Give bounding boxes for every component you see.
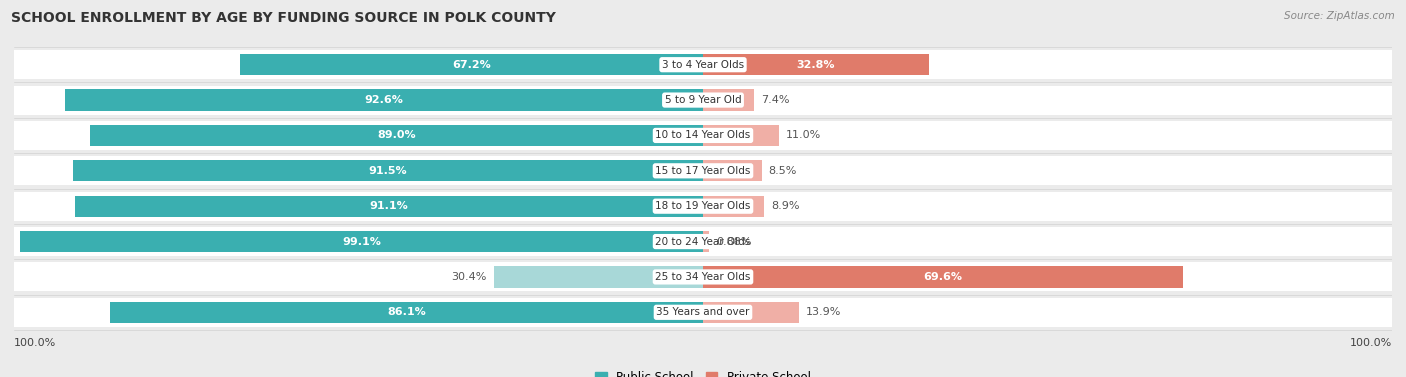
Bar: [14, 156, 1392, 185]
Bar: [240, 54, 703, 75]
Text: 69.6%: 69.6%: [924, 272, 962, 282]
Text: 8.9%: 8.9%: [772, 201, 800, 211]
Bar: [14, 50, 1392, 79]
Text: 67.2%: 67.2%: [453, 60, 491, 70]
Text: 10 to 14 Year Olds: 10 to 14 Year Olds: [655, 130, 751, 141]
Text: 0.88%: 0.88%: [716, 236, 751, 247]
Bar: [14, 298, 1392, 327]
Bar: [703, 266, 1182, 288]
Bar: [703, 231, 709, 252]
Text: 5 to 9 Year Old: 5 to 9 Year Old: [665, 95, 741, 105]
Text: SCHOOL ENROLLMENT BY AGE BY FUNDING SOURCE IN POLK COUNTY: SCHOOL ENROLLMENT BY AGE BY FUNDING SOUR…: [11, 11, 557, 25]
Text: 20 to 24 Year Olds: 20 to 24 Year Olds: [655, 236, 751, 247]
Text: 86.1%: 86.1%: [387, 307, 426, 317]
Bar: [703, 89, 754, 111]
Text: 30.4%: 30.4%: [451, 272, 486, 282]
Bar: [14, 121, 1392, 150]
Bar: [494, 266, 703, 288]
Bar: [703, 125, 779, 146]
Text: 92.6%: 92.6%: [364, 95, 404, 105]
Text: 15 to 17 Year Olds: 15 to 17 Year Olds: [655, 166, 751, 176]
Text: 100.0%: 100.0%: [14, 338, 56, 348]
Bar: [703, 54, 929, 75]
Text: 3 to 4 Year Olds: 3 to 4 Year Olds: [662, 60, 744, 70]
Text: Source: ZipAtlas.com: Source: ZipAtlas.com: [1284, 11, 1395, 21]
Bar: [703, 302, 799, 323]
Bar: [14, 192, 1392, 221]
Bar: [90, 125, 703, 146]
Text: 13.9%: 13.9%: [806, 307, 841, 317]
Bar: [14, 86, 1392, 115]
Bar: [703, 196, 765, 217]
Text: 89.0%: 89.0%: [377, 130, 416, 141]
Text: 35 Years and over: 35 Years and over: [657, 307, 749, 317]
Text: 91.1%: 91.1%: [370, 201, 409, 211]
Bar: [110, 302, 703, 323]
Bar: [14, 262, 1392, 291]
Text: 25 to 34 Year Olds: 25 to 34 Year Olds: [655, 272, 751, 282]
Bar: [14, 227, 1392, 256]
Text: 99.1%: 99.1%: [342, 236, 381, 247]
Text: 18 to 19 Year Olds: 18 to 19 Year Olds: [655, 201, 751, 211]
Bar: [76, 196, 703, 217]
Text: 32.8%: 32.8%: [797, 60, 835, 70]
Text: 100.0%: 100.0%: [1350, 338, 1392, 348]
Bar: [73, 160, 703, 181]
Text: 8.5%: 8.5%: [769, 166, 797, 176]
Text: 7.4%: 7.4%: [761, 95, 789, 105]
Bar: [703, 160, 762, 181]
Legend: Public School, Private School: Public School, Private School: [591, 366, 815, 377]
Bar: [65, 89, 703, 111]
Bar: [20, 231, 703, 252]
Text: 11.0%: 11.0%: [786, 130, 821, 141]
Text: 91.5%: 91.5%: [368, 166, 408, 176]
